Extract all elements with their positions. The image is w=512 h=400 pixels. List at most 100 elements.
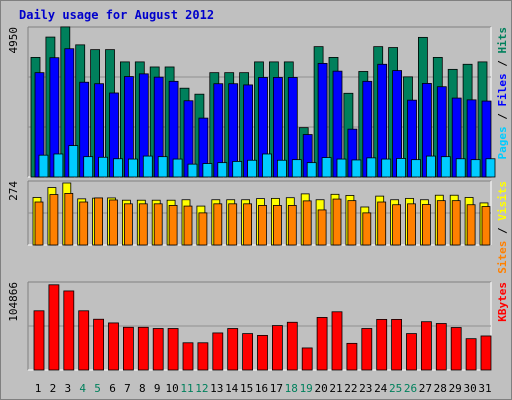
bar-kbytes-day-14: [227, 328, 239, 371]
bar-pages-day-20: [321, 157, 332, 178]
y-tick-label: 274: [7, 181, 20, 201]
x-tick-label-day-20: 20: [314, 382, 327, 395]
x-tick-label-day-30: 30: [463, 382, 476, 395]
bar-kbytes-day-27: [420, 321, 432, 371]
y-tick-label: 4950: [7, 27, 20, 54]
bar-sites-day-16: [258, 205, 267, 246]
bar-sites-day-5: [94, 197, 103, 246]
bar-kbytes-day-10: [167, 328, 179, 371]
bar-kbytes-day-8: [137, 326, 149, 371]
legend-hits-files-pages: Pages / Files / Hits: [496, 27, 509, 160]
bar-sites-day-31: [481, 206, 491, 246]
bar-pages-day-29: [455, 158, 466, 178]
bar-sites-day-24: [377, 201, 387, 246]
bar-pages-day-30: [470, 159, 481, 178]
bar-kbytes-day-28: [435, 323, 447, 371]
bar-sites-day-27: [421, 204, 431, 246]
x-tick-label-day-26: 26: [404, 382, 417, 395]
x-tick-label-day-2: 2: [50, 382, 57, 395]
bar-sites-day-19: [302, 200, 312, 246]
x-tick-label-day-15: 15: [240, 382, 253, 395]
bar-sites-day-7: [124, 203, 133, 246]
bar-kbytes-day-31: [480, 335, 492, 371]
bar-sites-day-28: [436, 200, 446, 246]
bar-sites-day-14: [228, 203, 238, 246]
x-tick-label-day-4: 4: [79, 382, 86, 395]
bar-pages-day-19: [306, 162, 317, 178]
bar-kbytes-day-20: [316, 317, 328, 371]
x-tick-label-day-12: 12: [195, 382, 208, 395]
bar-kbytes-day-3: [63, 290, 75, 371]
bar-kbytes-day-22: [346, 342, 358, 371]
x-tick-label-day-18: 18: [285, 382, 298, 395]
bar-pages-day-16: [262, 153, 272, 178]
bar-sites-day-10: [168, 205, 178, 246]
bar-pages-day-21: [336, 158, 347, 178]
x-tick-label-day-23: 23: [359, 382, 372, 395]
bar-kbytes-day-13: [212, 332, 224, 371]
legend-entry: Files: [496, 73, 509, 106]
bar-kbytes-day-18: [286, 321, 298, 371]
bar-pages-day-28: [440, 156, 451, 178]
bar-kbytes-day-9: [152, 328, 164, 371]
legend-entry: /: [496, 107, 509, 127]
bar-sites-day-8: [138, 203, 148, 246]
bar-pages-day-1: [38, 154, 49, 178]
legend-entry: Sites: [496, 241, 509, 274]
legend-entry: /: [496, 54, 509, 74]
x-tick-label-day-11: 11: [180, 382, 193, 395]
x-tick-label-day-29: 29: [449, 382, 462, 395]
x-tick-label-day-24: 24: [374, 382, 388, 395]
bar-kbytes-day-15: [242, 333, 254, 371]
bar-pages-day-6: [113, 158, 123, 178]
bar-sites-day-6: [109, 199, 118, 246]
bar-kbytes-day-5: [93, 318, 104, 371]
panel-kbytes: 104866 KBytes: [7, 281, 509, 371]
bar-kbytes-day-30: [465, 338, 477, 371]
x-tick-label-day-6: 6: [109, 382, 116, 395]
bar-pages-day-12: [202, 163, 213, 178]
bar-sites-day-1: [34, 201, 44, 246]
legend-entry: Hits: [496, 27, 509, 54]
bar-sites-day-2: [49, 194, 59, 246]
bar-pages-day-14: [232, 161, 243, 178]
x-tick-label-day-9: 9: [154, 382, 161, 395]
bar-sites-day-21: [332, 198, 342, 246]
bar-sites-day-18: [287, 205, 297, 246]
x-tick-label-day-19: 19: [300, 382, 313, 395]
bar-sites-day-9: [153, 203, 163, 246]
x-tick-label-day-13: 13: [210, 382, 223, 395]
bar-pages-day-4: [83, 156, 94, 178]
bar-pages-day-10: [172, 158, 183, 178]
legend-entry: /: [496, 221, 509, 241]
x-tick-label-day-3: 3: [64, 382, 71, 395]
bar-kbytes-day-16: [257, 334, 268, 371]
bar-kbytes-day-11: [182, 342, 194, 371]
bar-sites-day-4: [79, 201, 89, 246]
bar-pages-day-7: [127, 158, 138, 178]
x-tick-label-day-27: 27: [419, 382, 432, 395]
bar-sites-day-29: [451, 200, 461, 246]
bar-sites-day-26: [407, 203, 416, 246]
bar-pages-day-26: [411, 159, 421, 178]
bar-sites-day-3: [64, 193, 74, 246]
x-tick-label-day-22: 22: [344, 382, 357, 395]
bar-pages-day-3: [68, 145, 79, 178]
bar-pages-day-9: [157, 156, 168, 178]
legend-entry: KBytes: [496, 282, 509, 322]
bar-pages-day-31: [485, 158, 496, 178]
x-tick-label-day-14: 14: [225, 382, 239, 395]
x-tick-label-day-10: 10: [165, 382, 178, 395]
x-tick-label-day-5: 5: [94, 382, 101, 395]
bar-kbytes-day-12: [197, 342, 209, 371]
bar-sites-day-15: [243, 203, 253, 246]
x-tick-label-day-16: 16: [255, 382, 268, 395]
bar-kbytes-day-4: [78, 310, 90, 371]
bar-kbytes-day-6: [108, 322, 119, 371]
bar-kbytes-day-7: [123, 326, 134, 371]
x-tick-label-day-7: 7: [124, 382, 131, 395]
bar-sites-day-17: [272, 205, 282, 246]
bar-pages-day-8: [142, 155, 153, 178]
bar-pages-day-13: [217, 162, 228, 178]
bar-kbytes-day-24: [376, 319, 388, 371]
